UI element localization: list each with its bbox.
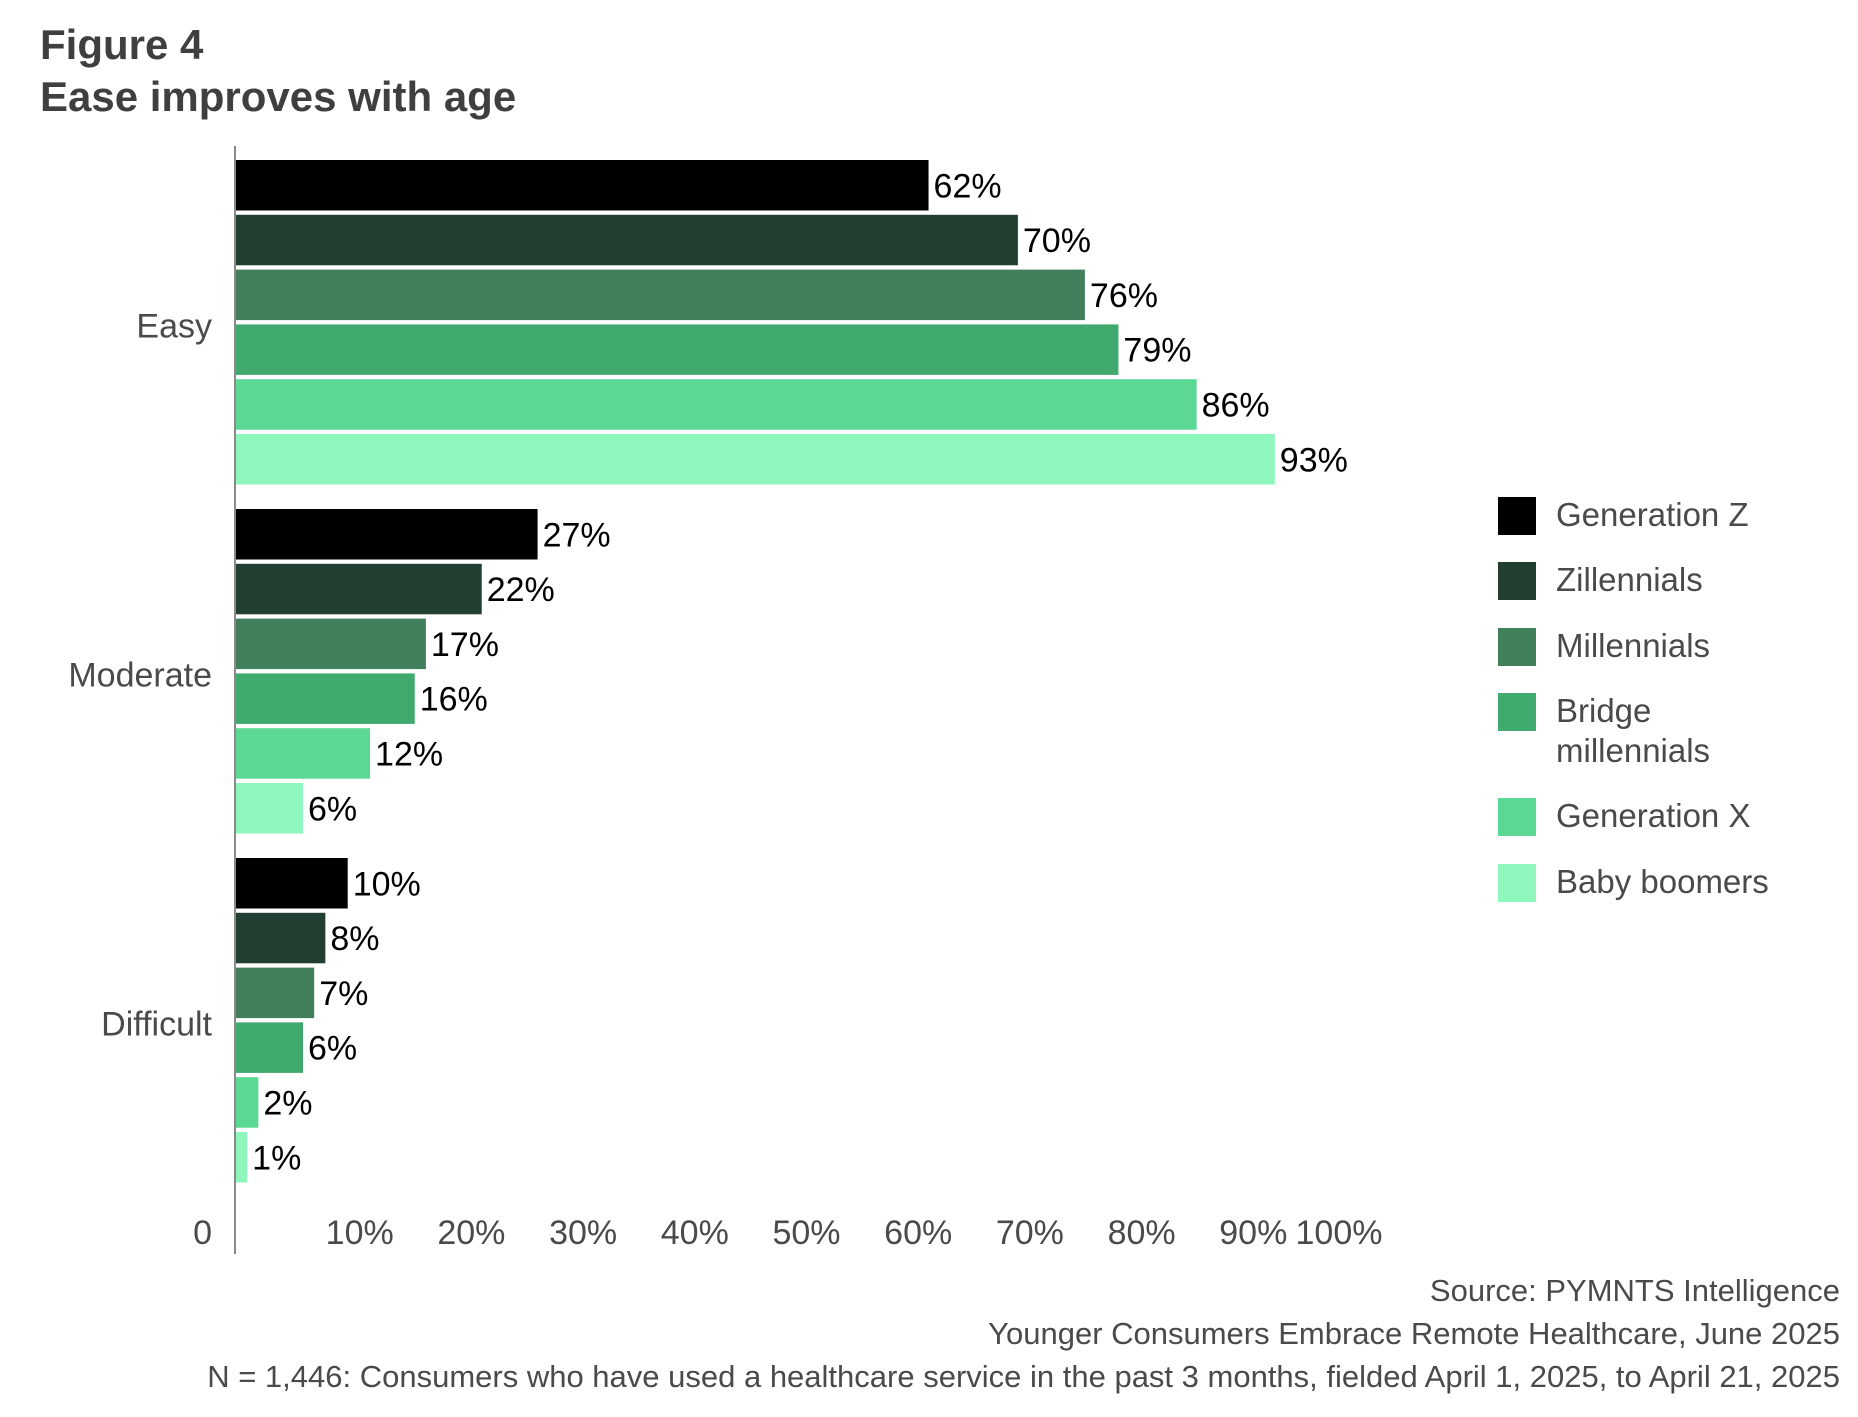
legend-swatch: [1498, 798, 1536, 837]
data-label: 6%: [308, 1030, 357, 1068]
bar-moderate-millennials: [236, 618, 426, 670]
bar-difficult-zillennials: [236, 912, 326, 964]
x-tick-label: 0: [193, 1214, 212, 1252]
legend-label: Generation Z: [1556, 496, 1749, 533]
chart-title: Ease improves with age: [40, 73, 517, 120]
data-label: 8%: [330, 920, 379, 958]
category-label: Moderate: [68, 656, 212, 694]
data-label: 62%: [934, 167, 1002, 205]
legend-label: Zillennials: [1556, 561, 1703, 599]
legend-item: Zillennials: [1498, 560, 1838, 601]
data-label: 2%: [263, 1084, 312, 1122]
legend-item: Bridge millennials: [1498, 691, 1838, 772]
category-label: Easy: [136, 307, 212, 345]
x-tick-label: 80%: [1108, 1214, 1176, 1252]
legend-label: Bridge millennials: [1556, 691, 1711, 769]
x-tick-label: 60%: [884, 1214, 952, 1252]
data-label: 1%: [252, 1139, 301, 1177]
x-tick-label: 40%: [661, 1214, 729, 1252]
x-tick-label: 10%: [326, 1214, 394, 1252]
legend-label: Generation X: [1556, 797, 1751, 835]
data-label: 27%: [543, 516, 611, 554]
data-label: 12%: [375, 735, 443, 773]
data-label: 16%: [420, 681, 488, 719]
legend-label: Baby boomers: [1556, 862, 1769, 900]
bar-difficult-generation-z: [236, 858, 348, 909]
bar-difficult-bridge-millennials: [236, 1022, 304, 1073]
legend-item: Generation X: [1498, 796, 1838, 837]
x-tick-label: 30%: [549, 1214, 617, 1252]
legend-item: Baby boomers: [1498, 862, 1838, 902]
bar-moderate-generation-x: [236, 728, 371, 779]
data-label: 6%: [308, 790, 357, 828]
bar-moderate-generation-z: [236, 509, 538, 560]
bar-moderate-bridge-millennials: [236, 673, 415, 724]
bar-moderate-zillennials: [236, 563, 482, 615]
data-label: 79%: [1123, 332, 1191, 370]
data-label: 93%: [1280, 441, 1348, 479]
data-label: 70%: [1023, 222, 1091, 260]
figure-label: Figure 4: [40, 21, 204, 68]
bar-difficult-generation-x: [236, 1077, 259, 1128]
x-tick-label: 50%: [772, 1214, 840, 1252]
x-tick-label: 70%: [996, 1214, 1064, 1252]
bar-easy-millennials: [236, 269, 1085, 321]
source-line: Source: PYMNTS Intelligence: [1429, 1273, 1840, 1308]
legend-item: Generation Z: [1498, 495, 1838, 535]
bar-easy-baby-boomers: [236, 434, 1275, 485]
legend-swatch: [1498, 627, 1536, 666]
legend-swatch: [1498, 497, 1536, 535]
data-label: 22%: [487, 571, 555, 609]
data-label: 7%: [319, 975, 368, 1013]
legend: Generation Z Zillennials Millennials Bridge…: [1498, 495, 1838, 927]
bar-easy-bridge-millennials: [236, 324, 1119, 375]
bar-easy-generation-x: [236, 379, 1197, 430]
x-tick-label: 20%: [437, 1214, 505, 1252]
x-tick-label: 100%: [1296, 1214, 1383, 1252]
data-label: 17%: [431, 626, 499, 664]
legend-swatch: [1498, 863, 1536, 902]
bar-easy-generation-z: [236, 160, 929, 211]
category-label: Difficult: [101, 1005, 212, 1043]
source-note: Source: PYMNTS Intelligence Younger Cons…: [207, 1270, 1840, 1398]
legend-swatch: [1498, 692, 1536, 731]
data-label: 76%: [1090, 277, 1158, 315]
legend-label: Millennials: [1556, 626, 1711, 664]
bar-moderate-baby-boomers: [236, 783, 304, 834]
legend-item: Millennials: [1498, 626, 1838, 666]
x-tick-label: 90%: [1219, 1214, 1287, 1252]
data-label: 10%: [353, 865, 421, 903]
bar-easy-zillennials: [236, 214, 1018, 266]
report-line: Younger Consumers Embrace Remote Healthc…: [988, 1315, 1840, 1351]
legend-swatch: [1498, 562, 1536, 601]
bar-difficult-millennials: [236, 967, 315, 1019]
sample-line: N = 1,446: Consumers who have used a hea…: [207, 1358, 1840, 1394]
bar-difficult-baby-boomers: [236, 1132, 248, 1183]
data-label: 86%: [1202, 386, 1270, 424]
